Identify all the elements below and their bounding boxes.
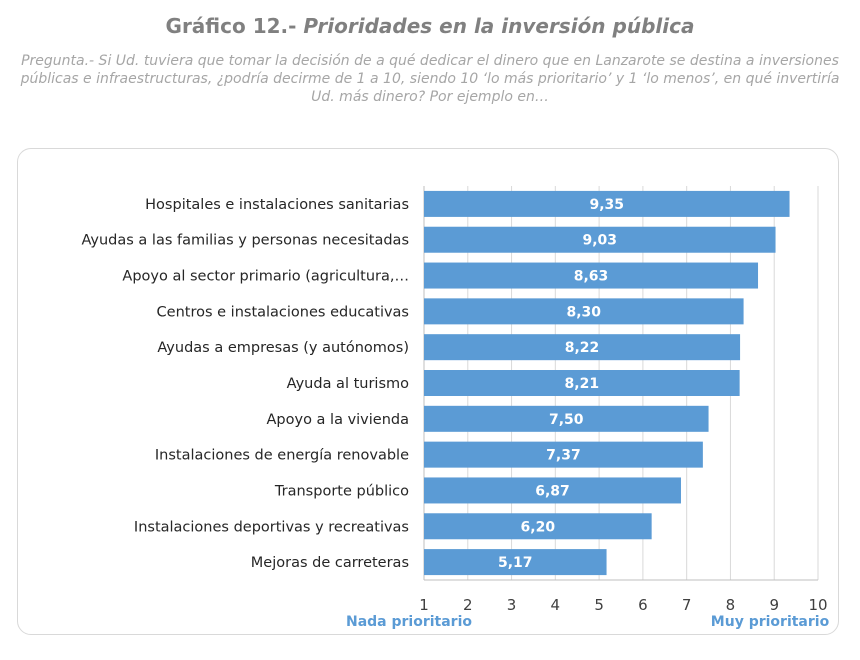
bar-5 [424, 334, 741, 361]
bar-3 [424, 262, 759, 289]
category-label-7: Apoyo a la vivienda [267, 412, 410, 428]
x-tick-label-9: 9 [769, 596, 779, 614]
value-label-7: 7,50 [549, 412, 584, 428]
title-prefix: Gráfico 12.- [165, 14, 304, 38]
value-label-4: 8,30 [567, 304, 602, 320]
bar-2 [424, 226, 776, 253]
value-label-8: 7,37 [546, 448, 581, 464]
category-label-6: Ayuda al turismo [287, 376, 409, 392]
category-label-11: Mejoras de carreteras [251, 555, 409, 571]
category-label-2: Ayudas a las familias y personas necesit… [81, 233, 409, 249]
x-tick-label-5: 5 [594, 596, 604, 614]
category-label-3: Apoyo al sector primario (agricultura,… [122, 269, 409, 285]
category-label-4: Centros e instalaciones educativas [157, 304, 409, 320]
value-label-11: 5,17 [498, 555, 533, 571]
title-main: Prioridades en la inversión pública [303, 14, 695, 38]
value-label-5: 8,22 [565, 340, 600, 356]
x-tick-label-7: 7 [682, 596, 692, 614]
bar-9 [424, 477, 681, 504]
x-min-label: Nada prioritario [346, 614, 472, 630]
value-label-2: 9,03 [582, 233, 617, 249]
bar-10 [424, 513, 652, 540]
bar-7 [424, 405, 709, 432]
x-tick-label-4: 4 [551, 596, 561, 614]
category-label-5: Ayudas a empresas (y autónomos) [157, 340, 409, 356]
bar-6 [424, 370, 740, 396]
value-label-9: 6,87 [535, 483, 570, 499]
value-label-6: 8,21 [565, 376, 600, 392]
bar-1 [424, 190, 790, 217]
category-label-10: Instalaciones deportivas y recreativas [134, 519, 409, 535]
x-tick-label-8: 8 [726, 596, 736, 614]
chart-title: Gráfico 12.- Prioridades en la inversión… [0, 14, 860, 38]
value-label-10: 6,20 [521, 519, 556, 535]
x-tick-label-10: 10 [808, 596, 827, 614]
x-tick-label-3: 3 [507, 596, 517, 614]
bar-11 [424, 549, 607, 576]
bar-4 [424, 298, 744, 325]
x-tick-label-1: 1 [419, 596, 429, 614]
question-text: Pregunta.- Si Ud. tuviera que tomar la d… [20, 53, 840, 105]
x-max-label: Muy prioritario [711, 614, 830, 630]
category-label-1: Hospitales e instalaciones sanitarias [145, 197, 409, 213]
x-tick-label-6: 6 [638, 596, 648, 614]
category-label-8: Instalaciones de energía renovable [155, 448, 409, 464]
bar-8 [424, 441, 703, 468]
value-label-3: 8,63 [574, 269, 609, 285]
value-label-1: 9,35 [589, 197, 624, 213]
x-tick-label-2: 2 [463, 596, 473, 614]
category-label-9: Transporte público [274, 483, 409, 499]
